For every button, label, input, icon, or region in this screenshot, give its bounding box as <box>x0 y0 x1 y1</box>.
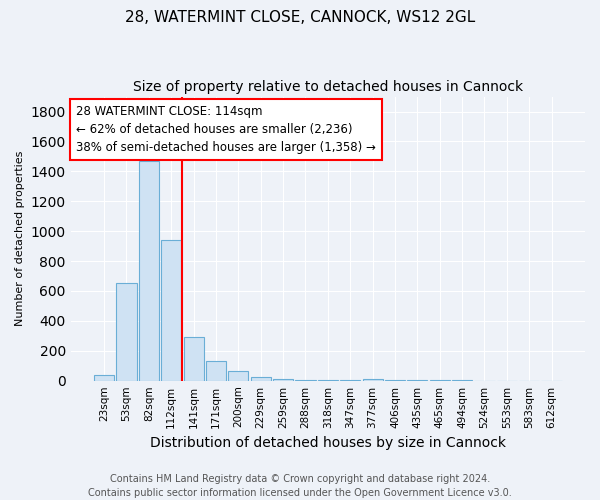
Y-axis label: Number of detached properties: Number of detached properties <box>15 151 25 326</box>
Title: Size of property relative to detached houses in Cannock: Size of property relative to detached ho… <box>133 80 523 94</box>
Text: Contains HM Land Registry data © Crown copyright and database right 2024.
Contai: Contains HM Land Registry data © Crown c… <box>88 474 512 498</box>
Bar <box>273 379 293 380</box>
X-axis label: Distribution of detached houses by size in Cannock: Distribution of detached houses by size … <box>150 436 506 450</box>
Bar <box>139 161 159 380</box>
Text: 28 WATERMINT CLOSE: 114sqm
← 62% of detached houses are smaller (2,236)
38% of s: 28 WATERMINT CLOSE: 114sqm ← 62% of deta… <box>76 105 376 154</box>
Bar <box>251 377 271 380</box>
Bar <box>206 361 226 380</box>
Bar <box>161 240 181 380</box>
Bar <box>228 371 248 380</box>
Bar <box>116 284 137 380</box>
Text: 28, WATERMINT CLOSE, CANNOCK, WS12 2GL: 28, WATERMINT CLOSE, CANNOCK, WS12 2GL <box>125 10 475 25</box>
Bar <box>184 338 203 380</box>
Bar <box>94 374 114 380</box>
